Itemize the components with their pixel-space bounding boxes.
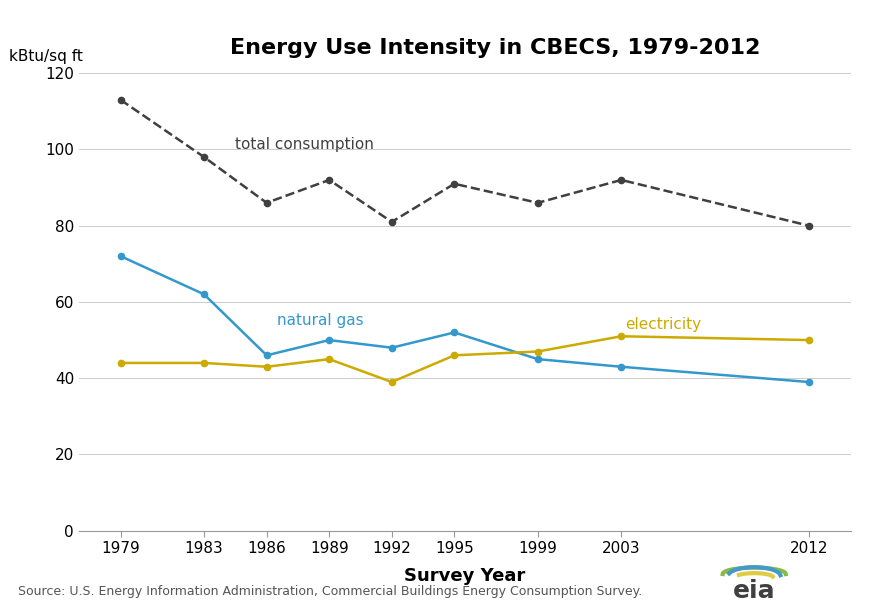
Text: natural gas: natural gas: [277, 313, 364, 328]
Title: Energy Use Intensity in CBECS, 1979-2012: Energy Use Intensity in CBECS, 1979-2012: [231, 38, 761, 58]
X-axis label: Survey Year: Survey Year: [404, 567, 525, 585]
Text: electricity: electricity: [625, 317, 702, 332]
Text: Source: U.S. Energy Information Administration, Commercial Buildings Energy Cons: Source: U.S. Energy Information Administ…: [18, 585, 642, 598]
Text: total consumption: total consumption: [235, 137, 374, 152]
Text: kBtu/sq ft: kBtu/sq ft: [9, 49, 82, 64]
Text: eia: eia: [733, 579, 775, 603]
